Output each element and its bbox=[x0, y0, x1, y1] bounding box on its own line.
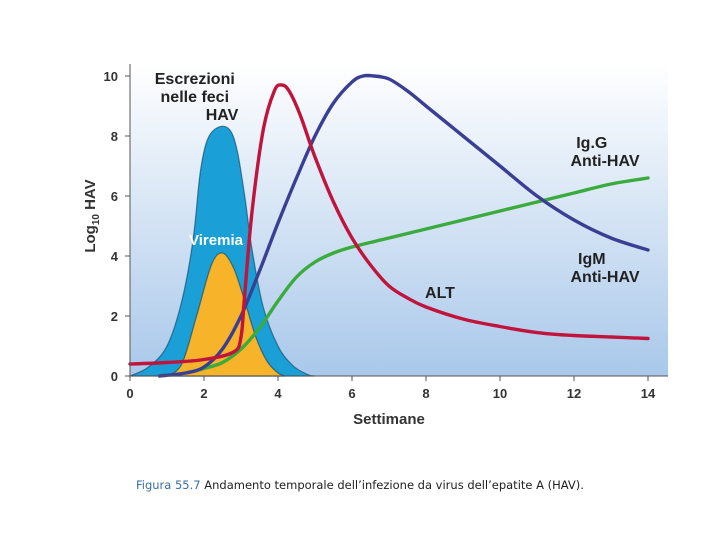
y-tick-label: 4 bbox=[111, 249, 119, 264]
area-viremia bbox=[165, 252, 286, 377]
label-igm-line-2: Anti-HAV bbox=[570, 269, 639, 286]
area-escrezioni bbox=[129, 125, 316, 377]
area-layer bbox=[129, 125, 316, 377]
x-tick-label: 0 bbox=[126, 386, 133, 401]
x-axis-title: Settimane bbox=[353, 411, 425, 428]
label-escrezioni: Escrezioni nelle feci HAV bbox=[155, 71, 239, 124]
line-igm bbox=[183, 176, 650, 375]
x-tick-label: 2 bbox=[200, 386, 207, 401]
figure-reference: Figura 55.7 bbox=[136, 478, 201, 492]
figure-caption: Figura 55.7 Andamento temporale dell’inf… bbox=[136, 478, 696, 492]
y-tick-label: 10 bbox=[104, 69, 118, 84]
label-escrezioni-line-3: HAV bbox=[206, 107, 239, 124]
x-tick-label: 12 bbox=[567, 386, 581, 401]
label-igg-line-2: Anti-HAV bbox=[570, 153, 639, 170]
y-tick-label: 2 bbox=[111, 309, 118, 324]
x-tick-label: 10 bbox=[493, 386, 507, 401]
y-tick-label: 8 bbox=[111, 129, 118, 144]
x-tick-label: 6 bbox=[348, 386, 355, 401]
x-tick-label: 14 bbox=[641, 386, 656, 401]
caption-text: Andamento temporale dell’infezione da vi… bbox=[200, 478, 584, 492]
label-igg: Ig.G Anti-HAV bbox=[570, 135, 639, 170]
line-igg bbox=[157, 73, 650, 378]
y-tick-label: 0 bbox=[111, 369, 118, 384]
y-axis-title: Log10 HAV bbox=[82, 179, 102, 252]
x-tick-label: 4 bbox=[274, 386, 282, 401]
y-tick-label: 6 bbox=[111, 189, 118, 204]
x-tick-group: 0 2 4 6 8 10 12 14 bbox=[126, 376, 656, 401]
label-viremia: Viremia bbox=[189, 232, 244, 249]
y-axis-title-suffix: HAV bbox=[82, 179, 99, 214]
line-layer bbox=[128, 73, 650, 378]
y-axis-title-main: Log bbox=[82, 225, 99, 253]
label-escrezioni-line-1: Escrezioni bbox=[155, 71, 235, 88]
line-alt bbox=[128, 83, 650, 366]
label-igg-line-1: Ig.G bbox=[576, 135, 607, 152]
y-tick-group: 0 2 4 6 8 10 bbox=[104, 69, 130, 384]
label-igm-line-1: IgM bbox=[578, 251, 606, 268]
y-axis-title-subscript: 10 bbox=[91, 214, 102, 226]
label-escrezioni-line-2: nelle feci bbox=[161, 89, 229, 106]
label-igm: IgM Anti-HAV bbox=[570, 251, 639, 286]
label-alt: ALT bbox=[425, 285, 455, 302]
x-tick-label: 8 bbox=[422, 386, 429, 401]
